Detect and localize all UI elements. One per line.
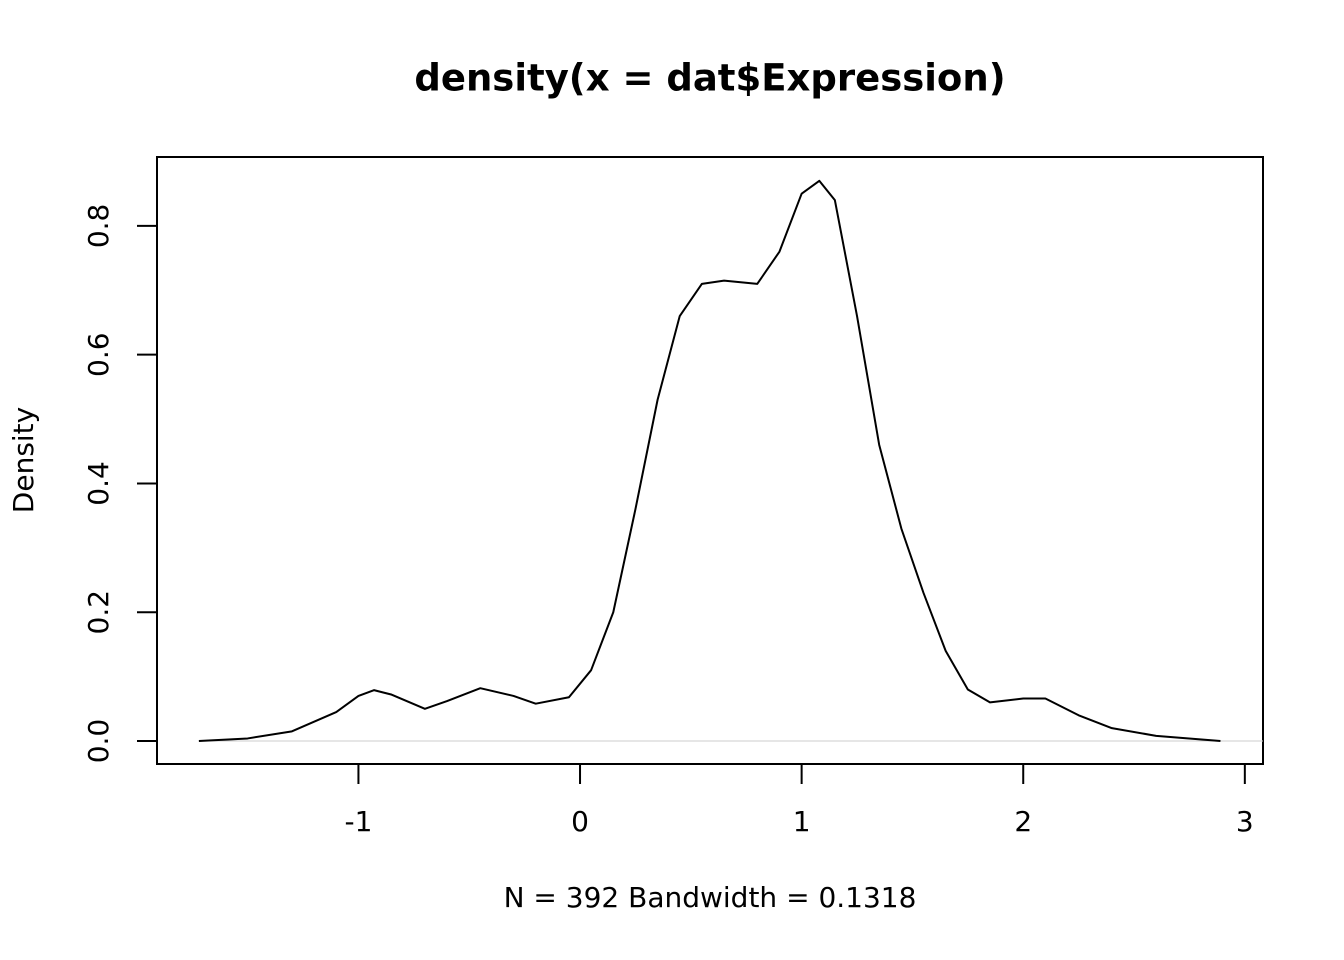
y-tick-label: 0.6 — [82, 332, 115, 377]
y-axis-label: Density — [7, 407, 40, 513]
x-tick-label: 1 — [793, 805, 811, 838]
chart-title: density(x = dat$Expression) — [414, 57, 1005, 100]
x-tick-label: -1 — [344, 805, 372, 838]
y-tick-label: 0.0 — [82, 719, 115, 764]
x-tick-label: 3 — [1236, 805, 1254, 838]
plot-frame — [156, 156, 1264, 765]
x-axis-label: N = 392 Bandwidth = 0.1318 — [504, 881, 917, 914]
y-tick-label: 0.4 — [82, 461, 115, 506]
y-tick-label: 0.2 — [82, 590, 115, 635]
x-tick-label: 0 — [571, 805, 589, 838]
y-tick-label: 0.8 — [82, 204, 115, 249]
density-line — [198, 179, 1221, 743]
x-tick-label: 2 — [1014, 805, 1032, 838]
